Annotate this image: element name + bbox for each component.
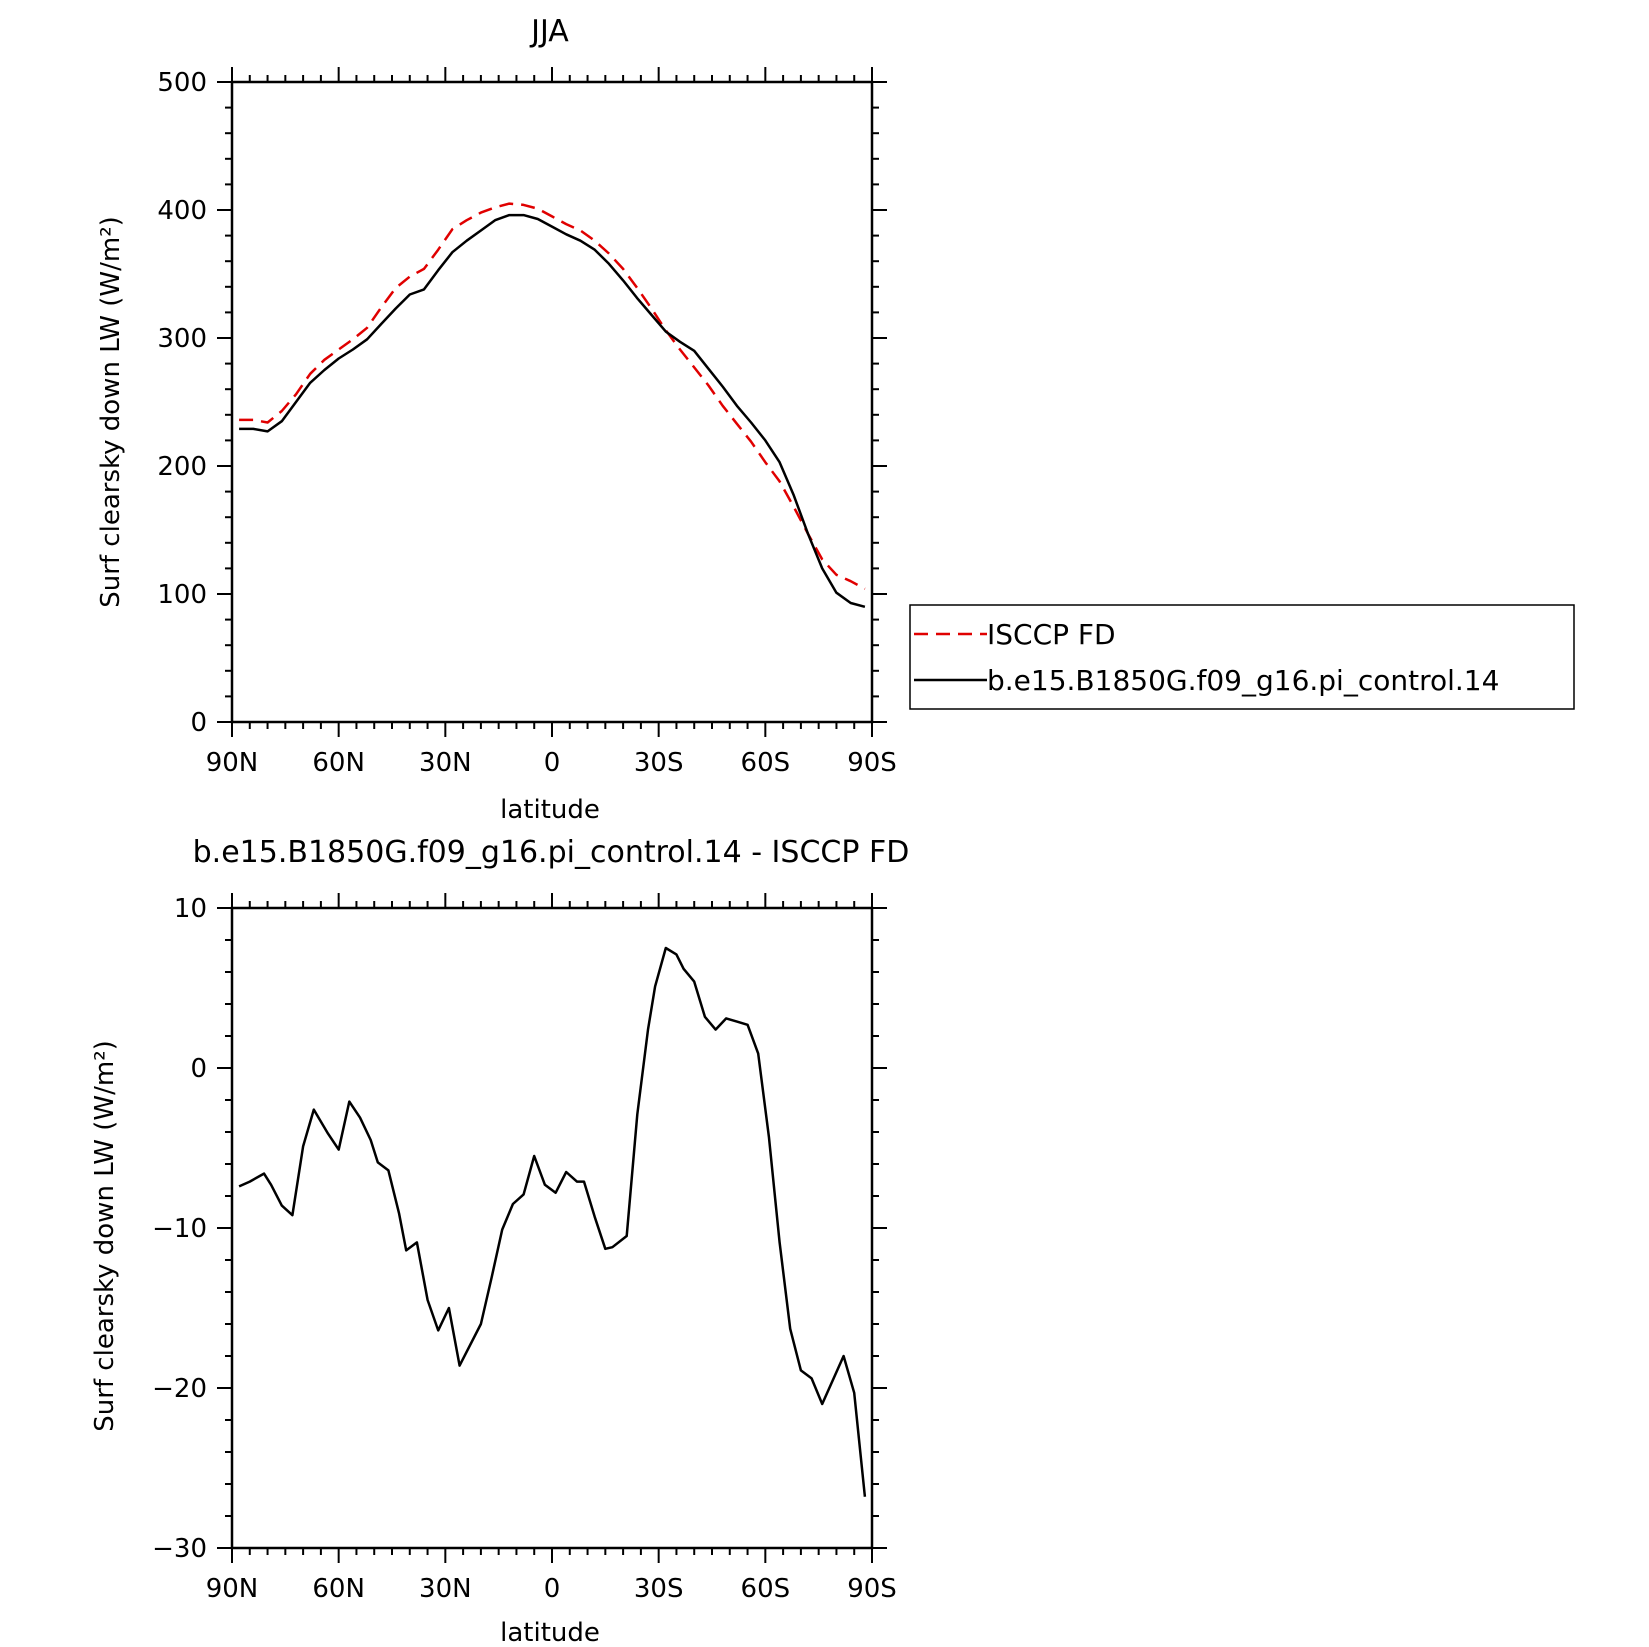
top-y-tick-label: 0 [190,708,207,738]
bottom-x-tick-label: 90N [206,1574,259,1604]
bottom-y-tick-label: −20 [152,1374,207,1404]
bottom-x-tick-label: 30S [634,1574,684,1604]
top-chart-title: JJA [529,14,569,49]
bottom-chart-panel: b.e15.B1850G.f09_g16.pi_control.14 - ISC… [90,835,909,1647]
top-series-line-0 [239,202,866,590]
bottom-y-tick-label: 10 [174,894,207,924]
top-series-line-1 [239,213,866,609]
top-x-tick-label: 60N [312,748,365,778]
bottom-x-axis-label: latitude [500,1618,600,1647]
bottom-y-tick-label: −10 [152,1214,207,1244]
bottom-y-tick-label: −30 [152,1534,207,1564]
bottom-y-tick-label: 0 [190,1054,207,1084]
top-y-tick-label: 500 [157,68,207,98]
top-x-tick-label: 90S [847,748,897,778]
top-y-tick-label: 300 [157,324,207,354]
bottom-chart-title: b.e15.B1850G.f09_g16.pi_control.14 - ISC… [193,835,910,870]
bottom-plot-area: 90N 60N 30N 0 30S 60S 90S −30 −20 −10 0 10 [152,893,897,1604]
bottom-x-tick-label: 60N [312,1574,365,1604]
top-x-tick-label: 30N [419,748,472,778]
top-y-tick-label: 100 [157,580,207,610]
bottom-y-axis-label: Surf clearsky down LW (W/m²) [90,1040,120,1432]
top-y-tick-label: 400 [157,196,207,226]
bottom-plot-frame [230,906,874,1550]
bottom-series-line-0 [238,946,867,1497]
top-x-axis-label: latitude [500,795,600,825]
legend-label-isccp-fd: ISCCP FD [987,618,1116,651]
legend-label-model: b.e15.B1850G.f09_g16.pi_control.14 [987,664,1499,697]
bottom-x-tick-label: 0 [544,1574,561,1604]
top-chart-panel: JJA 90N 60N 30N 0 30S 60S 90S0100200300400500 … [96,14,897,825]
bottom-x-tick-label: 30N [419,1574,472,1604]
bottom-x-tick-label: 60S [741,1574,791,1604]
top-x-tick-label: 0 [544,748,561,778]
top-x-tick-label: 30S [634,748,684,778]
top-x-tick-label: 90N [206,748,259,778]
top-x-tick-label: 60S [741,748,791,778]
top-y-tick-label: 200 [157,452,207,482]
bottom-x-tick-label: 90S [847,1574,897,1604]
top-y-axis-label: Surf clearsky down LW (W/m²) [96,216,126,608]
legend-box [909,604,1575,710]
top-plot-area: 90N 60N 30N 0 30S 60S 90S 0 100 200 300 400 500 [157,67,897,778]
legend: ISCCP FD b.e15.B1850G.f09_g16.pi_control… [909,604,1575,710]
top-plot-frame [230,80,874,724]
